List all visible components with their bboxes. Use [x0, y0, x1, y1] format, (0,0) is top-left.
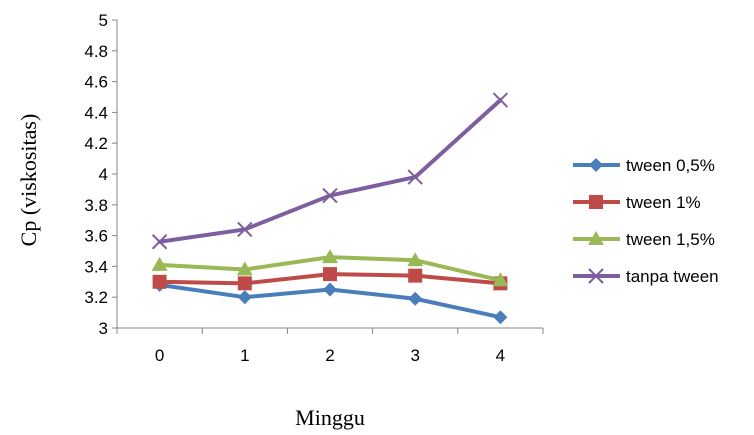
data-point [237, 221, 253, 238]
y-tick-label: 3.6 [84, 227, 108, 246]
x-tick-label: 4 [496, 346, 505, 365]
data-point [407, 169, 423, 185]
y-tick-label: 4 [99, 165, 108, 184]
data-point [237, 276, 252, 291]
x-tick-label: 0 [155, 346, 164, 365]
y-tick-label: 3.8 [84, 196, 108, 215]
legend-label: tween 1% [626, 193, 701, 212]
y-tick-label: 3 [99, 319, 108, 338]
x-axis-title: Minggu [295, 405, 365, 430]
y-tick-label: 3.4 [84, 257, 108, 276]
y-tick-label: 4.2 [84, 134, 108, 153]
data-point [322, 187, 338, 204]
legend-marker [588, 231, 604, 245]
data-point [492, 92, 509, 108]
legend: tween 0,5% tween 1% tween 1,5% tanpa tween [573, 156, 719, 286]
data-point [323, 267, 337, 282]
data-point [408, 291, 423, 306]
data-point [493, 310, 508, 325]
y-axis-title: Cp (viskositas) [16, 114, 41, 247]
data-point [152, 274, 167, 289]
data-point [323, 282, 337, 297]
y-tick-label: 4.6 [84, 73, 108, 92]
data-point [408, 268, 423, 283]
x-tick-label: 3 [410, 346, 419, 365]
legend-label: tween 1,5% [626, 230, 715, 249]
data-point [237, 290, 252, 305]
legend-marker [588, 268, 604, 284]
x-tick-label: 2 [325, 346, 334, 365]
legend-marker [589, 158, 603, 172]
y-tick-label: 4.8 [84, 42, 108, 61]
series-line [157, 98, 503, 244]
legend-marker [589, 195, 603, 209]
y-tick-label: 5 [99, 11, 108, 30]
x-tick-label: 1 [240, 346, 249, 365]
data-point [322, 249, 338, 264]
data-point [492, 272, 509, 287]
data-point [407, 252, 424, 267]
data-point [236, 261, 253, 276]
legend-label: tanpa tween [626, 267, 719, 286]
y-tick-label: 4.4 [84, 103, 108, 122]
legend-label: tween 0,5% [626, 156, 715, 175]
data-point [151, 256, 168, 271]
plot-area: 3 3.2 3.4 3.6 3.8 4 4.2 4.4 4.6 4.8 5 0 1 2 3 4 [84, 11, 544, 365]
data-point [151, 234, 168, 250]
y-tick-label: 3.2 [84, 288, 108, 307]
